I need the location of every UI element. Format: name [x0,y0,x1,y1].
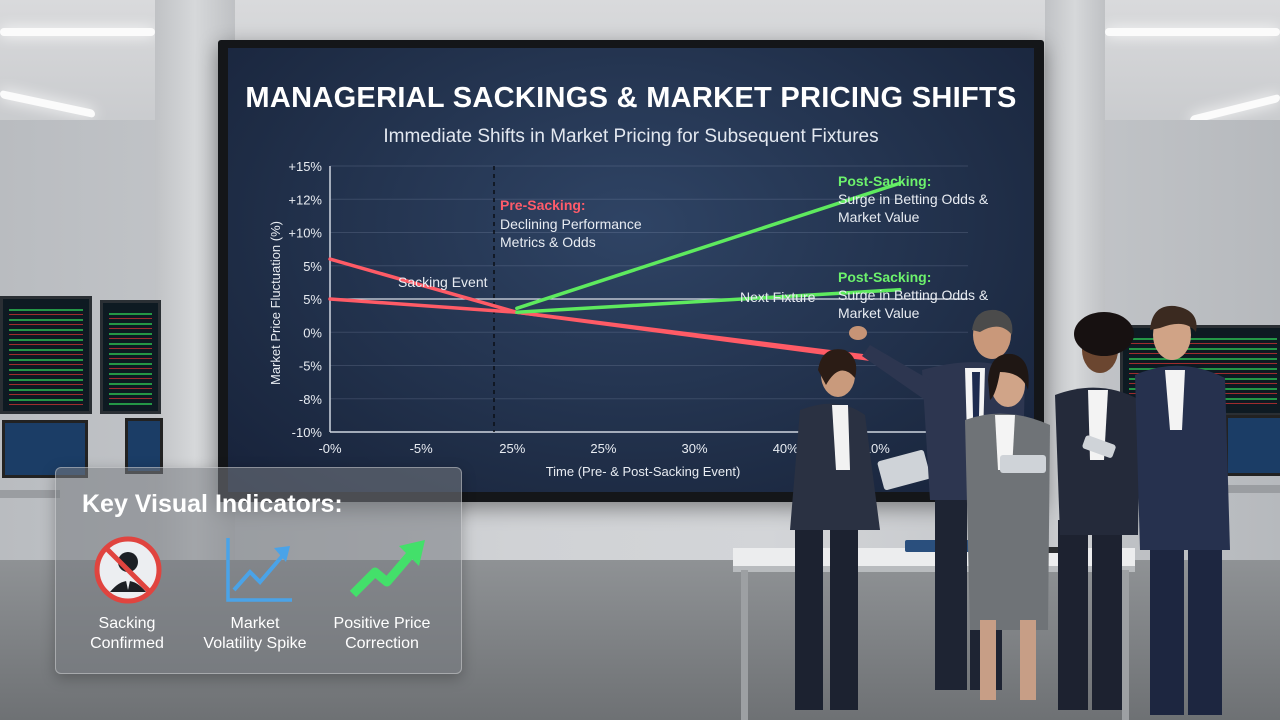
y-tick-label: 5% [303,292,322,307]
y-tick-label: 5% [303,259,322,274]
y-tick-label: 0% [303,325,322,340]
wall-display: MANAGERIAL SACKINGS & MARKET PRICING SHI… [218,40,1044,502]
x-axis-label: Time (Pre- & Post-Sacking Event) [546,464,741,479]
series-line-4 [515,287,902,315]
green-arrow-up-icon [349,540,425,598]
key-visual-indicators-panel: Key Visual Indicators: Sacking Confirmed… [55,467,462,674]
y-tick-label: -8% [299,392,323,407]
line-chart-up-icon [226,538,292,602]
ceiling-light [0,28,155,36]
annotation-post-sacking-mid-line2: Market Value [838,305,920,321]
annotation-next-fixture: Next Fixture [740,289,816,305]
x-tick-label: -5% [410,441,434,456]
annotation-pre-sacking-line2: Metrics & Odds [500,234,596,250]
indicator-positive-price-correction: Positive Price Correction [317,528,447,658]
x-tick-label: 25% [499,441,525,456]
display-screen: MANAGERIAL SACKINGS & MARKET PRICING SHI… [228,48,1034,492]
chart-title: MANAGERIAL SACKINGS & MARKET PRICING SHI… [245,82,1017,114]
x-tick-label: -0% [318,441,342,456]
y-tick-label: -10% [292,425,323,440]
person-man-right [1082,305,1230,715]
ceiling-light [1105,28,1280,36]
annotation-post-sacking-top-line1: Surge in Betting Odds & [838,191,989,207]
indicator-sacking-confirmed: Sacking Confirmed [62,528,192,658]
person-woman-left [790,349,931,710]
annotation-post-sacking-top-line2: Market Value [838,209,920,225]
chart-subtitle: Immediate Shifts in Market Pricing for S… [383,126,879,147]
annotation-post-sacking-mid-line1: Surge in Betting Odds & [838,287,989,303]
person-woman-right [1055,312,1140,710]
annotation-pre-sacking-title: Pre-Sacking: [500,197,586,213]
y-tick-label: +12% [288,192,322,207]
background-desk [0,490,60,498]
line-chart: +15% +12% +10% 5% 5% 0% -5% -8% -10% -0% -5% 25% 25… [268,159,989,479]
annotation-post-sacking-mid-title: Post-Sacking: [838,269,931,285]
y-axis-label: Market Price Fluctuation (%) [268,221,283,385]
series-line-3 [515,181,902,311]
stock-ticker-screen [0,296,92,414]
x-tick-label: 10% [864,441,890,456]
x-tick-label: 25% [590,441,616,456]
y-tick-label: -5% [299,359,323,374]
y-tick-label: +15% [288,159,322,174]
indicator-label: Sacking Confirmed [90,615,164,652]
indicator-label: Positive Price Correction [333,615,431,652]
x-tick-label: 30% [682,441,708,456]
panel-title: Key Visual Indicators: [82,490,343,518]
series-lines [328,181,902,362]
annotation-sacking-event: Sacking Event [398,274,488,290]
indicator-market-volatility: Market Volatility Spike [190,528,320,658]
x-tick-label: 40% [773,441,799,456]
y-tick-label: +10% [288,226,322,241]
stock-ticker-screen [100,300,161,414]
y-tick-labels: +15% +12% +10% 5% 5% 0% -5% -8% -10% [288,159,322,440]
desk-monitor [125,418,163,474]
no-manager-icon [94,536,162,604]
person-woman-center [965,353,1050,700]
annotation-pre-sacking-line1: Declining Performance [500,216,642,232]
indicator-label: Market Volatility Spike [203,615,307,652]
annotation-post-sacking-top-title: Post-Sacking: [838,173,931,189]
